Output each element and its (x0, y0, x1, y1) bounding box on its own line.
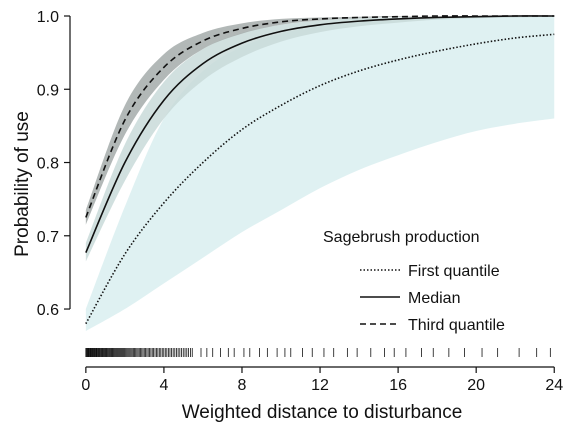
rug-plot (85, 348, 551, 357)
legend-label-third-quantile: Third quantile (408, 317, 505, 334)
x-tick-label: 8 (238, 377, 247, 394)
confidence-bands (85, 15, 555, 332)
legend: Sagebrush production First quantile Medi… (323, 229, 505, 334)
band-median (85, 15, 555, 262)
line-third-quantile (85, 15, 555, 218)
x-axis-title: Weighted distance to disturbance (182, 402, 463, 423)
legend-title: Sagebrush production (323, 229, 480, 246)
x-tick-label: 16 (389, 377, 407, 394)
legend-label-first-quantile: First quantile (408, 263, 500, 280)
y-tick-label: 1.0 (37, 9, 59, 26)
series-lines (85, 15, 555, 325)
axes (64, 15, 555, 373)
x-tick-label: 20 (467, 377, 485, 394)
legend-label-median: Median (408, 290, 460, 307)
x-tick-label: 24 (545, 377, 563, 394)
x-tick-label: 4 (159, 377, 168, 394)
y-tick-label: 0.7 (37, 229, 59, 246)
y-tick-label: 0.9 (37, 82, 59, 99)
y-tick-label: 0.6 (37, 302, 59, 319)
x-tick-label: 0 (81, 377, 90, 394)
x-tick-label: 12 (311, 377, 329, 394)
tick-labels: 0 4 8 12 16 20 24 0.6 0.7 0.8 0.9 1.0 (37, 9, 563, 394)
band-first-quantile (85, 16, 555, 332)
y-axis-title: Probability of use (12, 111, 33, 257)
y-tick-label: 0.8 (37, 156, 59, 173)
